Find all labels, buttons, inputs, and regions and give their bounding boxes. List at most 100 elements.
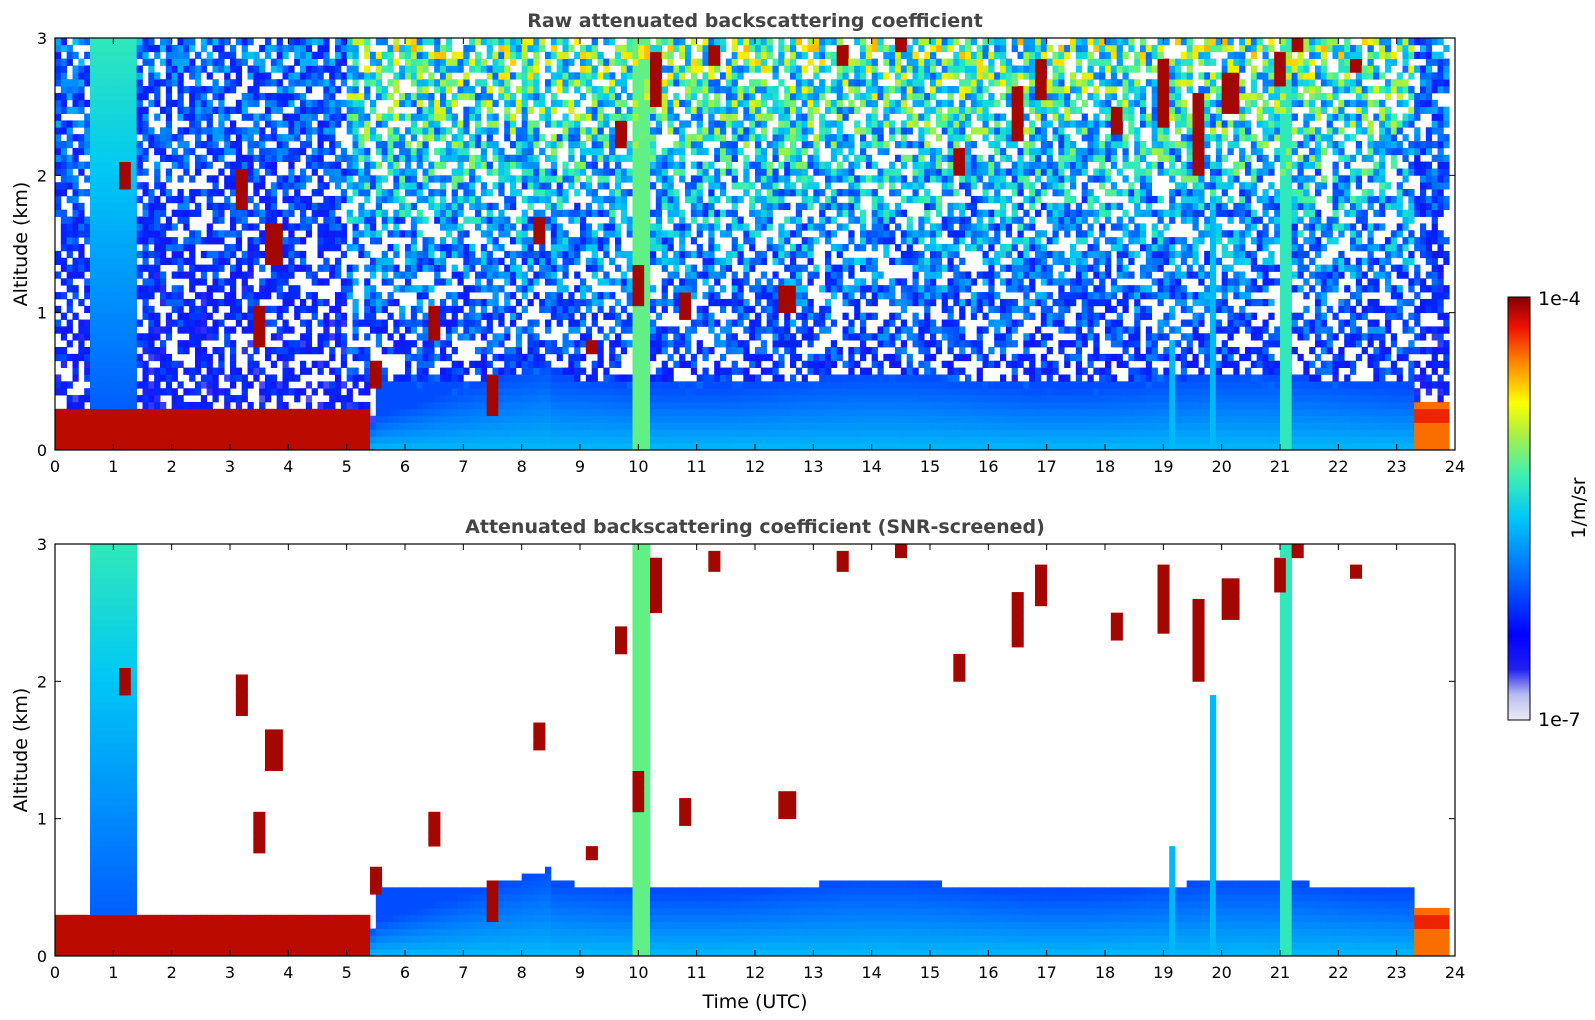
heatmap-cell (265, 429, 272, 437)
heatmap-cell (521, 168, 528, 176)
heatmap-cell (545, 223, 552, 231)
heatmap-cell (440, 113, 447, 121)
heatmap-cell (323, 278, 330, 286)
heatmap-cell (486, 388, 493, 396)
heatmap-cell (632, 422, 639, 430)
heatmap-cell (451, 298, 458, 307)
heatmap-cell (597, 134, 604, 142)
heatmap-cell (585, 106, 593, 114)
heatmap-cell (521, 401, 528, 410)
heatmap-cell (696, 106, 703, 114)
heatmap-cell (690, 353, 698, 362)
heatmap-cell (480, 333, 488, 341)
heatmap-cell (253, 422, 260, 430)
heatmap-cell (539, 340, 546, 348)
heatmap-cell (370, 209, 377, 217)
heatmap-cell (160, 429, 167, 437)
heatmap-cell (101, 38, 108, 46)
heatmap-cell (311, 65, 318, 73)
heatmap-cell (352, 374, 359, 382)
heatmap-cell (195, 202, 202, 211)
heatmap-cell (603, 141, 610, 149)
heatmap-cell (142, 127, 149, 135)
heatmap-cell (125, 175, 132, 183)
heatmap-cell (679, 51, 686, 59)
heatmap-cell (154, 395, 161, 403)
heatmap-cell (702, 99, 709, 108)
heatmap-cell (95, 51, 103, 59)
heatmap-cell (90, 230, 97, 238)
heatmap-cell (405, 202, 412, 211)
heatmap-cell (638, 216, 645, 224)
heatmap-cell (317, 244, 324, 252)
heatmap-cell (352, 401, 359, 410)
heatmap-cell (294, 250, 301, 259)
heatmap-cell (224, 113, 231, 121)
heatmap-cell (60, 141, 68, 149)
heatmap-cell (212, 278, 219, 286)
heatmap-cell (189, 120, 196, 128)
heatmap-cell (55, 99, 62, 108)
heatmap-cell (673, 168, 680, 176)
heatmap-cell (270, 374, 278, 382)
heatmap-cell (498, 305, 505, 314)
heatmap-cell (101, 422, 108, 430)
heatmap-cell (597, 347, 604, 355)
heatmap-cell (679, 340, 686, 348)
heatmap-cell (504, 65, 511, 73)
heatmap-cell (218, 298, 225, 307)
heatmap-cell (78, 92, 85, 101)
heatmap-cell (393, 113, 400, 121)
heatmap-cell (568, 436, 575, 444)
heatmap-cell (224, 326, 231, 334)
heatmap-cell (504, 38, 511, 46)
heatmap-cell (224, 443, 231, 450)
heatmap-cell (410, 154, 418, 162)
heatmap-cell (603, 292, 610, 300)
heatmap-cell (445, 305, 453, 314)
heatmap-cell (177, 99, 184, 108)
heatmap-cell (480, 415, 488, 423)
heatmap-cell (632, 250, 639, 259)
heatmap-cell (340, 422, 348, 430)
heatmap-cell (95, 209, 103, 217)
heatmap-cell (101, 161, 108, 169)
heatmap-cell (177, 257, 184, 265)
heatmap-cell (387, 230, 394, 238)
heatmap-cell (358, 182, 365, 190)
heatmap-cell (195, 65, 202, 73)
heatmap-cell (545, 86, 552, 94)
heatmap-cell (661, 298, 668, 307)
heatmap-cell (259, 285, 266, 293)
heatmap-cell (539, 44, 546, 53)
heatmap-cell (136, 161, 143, 169)
heatmap-cell (276, 408, 283, 417)
heatmap-cell (685, 278, 692, 286)
heatmap-cell (142, 292, 149, 300)
heatmap-cell (200, 436, 208, 444)
heatmap-cell (696, 395, 703, 403)
heatmap-cell (270, 244, 278, 252)
heatmap-cell (685, 381, 692, 389)
heatmap-cell (375, 113, 383, 121)
heatmap-cell (685, 182, 692, 190)
heatmap-cell (498, 86, 505, 94)
heatmap-cell (183, 367, 190, 375)
heatmap-cell (130, 134, 138, 142)
heatmap-cell (60, 44, 68, 53)
heatmap-cell (591, 161, 598, 169)
heatmap-cell (667, 182, 674, 190)
heatmap-cell (119, 168, 126, 176)
heatmap-cell (440, 250, 447, 259)
heatmap-cell (171, 79, 178, 87)
heatmap-cell (399, 216, 406, 224)
heatmap-cell (148, 278, 155, 286)
heatmap-cell (375, 422, 383, 430)
heatmap-cell (422, 120, 429, 128)
heatmap-cell (113, 326, 120, 334)
heatmap-cell (480, 264, 488, 272)
heatmap-cell (270, 223, 278, 231)
heatmap-cell (206, 113, 213, 121)
heatmap-cell (480, 347, 488, 355)
heatmap-cell (288, 257, 295, 265)
